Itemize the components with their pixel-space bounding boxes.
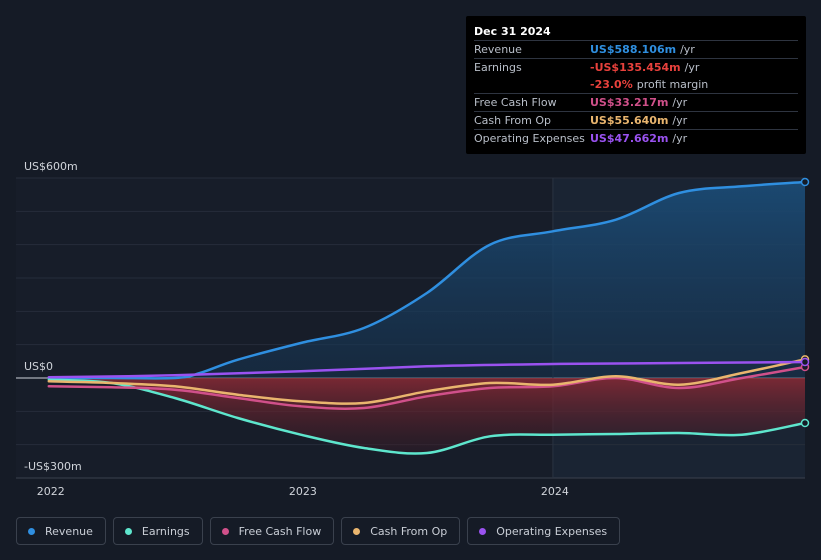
legend-item-cash-from-op[interactable]: Cash From Op xyxy=(341,517,461,545)
line-earnings xyxy=(47,378,807,455)
tooltip-panel: Dec 31 2024 Revenue US$588.106m/yr Earning… xyxy=(466,16,806,154)
tooltip-row: Operating Expenses US$47.662m/yr xyxy=(474,129,798,147)
line-revenue xyxy=(47,180,807,380)
tooltip-row-label: Free Cash Flow xyxy=(474,96,557,109)
tooltip-row-value: US$33.217m xyxy=(590,96,669,109)
x-tick-2023: 2023 xyxy=(289,485,317,498)
legend-item-revenue[interactable]: Revenue xyxy=(16,517,106,545)
y-label-bottom: -US$300m xyxy=(24,460,82,473)
tooltip-row-label: Revenue xyxy=(474,43,522,56)
end-dot-earnings[interactable] xyxy=(800,418,810,428)
line-cfo xyxy=(47,358,807,405)
tooltip-row-value: -US$135.454m xyxy=(590,61,681,74)
tooltip-row-unit: /yr xyxy=(684,61,700,74)
tooltip-row-unit: profit margin xyxy=(636,78,709,91)
legend-label: Free Cash Flow xyxy=(238,524,322,538)
legend-dot-icon xyxy=(28,527,35,535)
legend-dot-icon xyxy=(221,527,229,535)
area-revenue xyxy=(48,182,806,379)
tooltip-row: Earnings -US$135.454m/yr xyxy=(474,58,798,76)
tooltip-row: Free Cash Flow US$33.217m/yr xyxy=(474,93,798,111)
tooltip-row: -23.0% profit margin xyxy=(474,76,798,93)
tooltip-row: Revenue US$588.106m/yr xyxy=(474,40,798,58)
tooltip-row-unit: /yr xyxy=(672,114,688,127)
tooltip-row-label: Earnings xyxy=(474,61,522,74)
legend-item-operating-expenses[interactable]: Operating Expenses xyxy=(467,517,621,545)
legend-dot-icon xyxy=(124,527,132,535)
tooltip-row-unit: /yr xyxy=(672,96,688,109)
tooltip-row-value: US$588.106m xyxy=(590,43,677,56)
y-label-zero: US$0 xyxy=(24,360,53,373)
end-dot-opex[interactable] xyxy=(800,357,810,367)
legend-label: Cash From Op xyxy=(370,524,448,538)
tooltip-row-label: Operating Expenses xyxy=(474,132,585,145)
tooltip-row-unit: /yr xyxy=(680,43,695,56)
legend-item-free-cash-flow[interactable]: Free Cash Flow xyxy=(209,517,335,545)
legend-item-earnings[interactable]: Earnings xyxy=(112,517,203,545)
x-tick-2024: 2024 xyxy=(541,485,569,498)
tooltip-row-value: US$47.662m xyxy=(590,132,669,145)
chart-legend: Revenue Earnings Free Cash Flow Cash From O… xyxy=(16,517,627,545)
tooltip-row: Cash From Op US$55.640m/yr xyxy=(474,111,798,129)
tooltip-row-value: US$55.640m xyxy=(590,114,669,127)
legend-label: Operating Expenses xyxy=(496,524,608,538)
line-fcf xyxy=(47,365,807,410)
legend-label: Earnings xyxy=(141,524,190,538)
legend-dot-icon xyxy=(353,527,361,535)
tooltip-date: Dec 31 2024 xyxy=(474,25,551,38)
y-label-top: US$600m xyxy=(24,160,78,173)
tooltip-row-label xyxy=(474,76,590,93)
legend-label: Revenue xyxy=(45,524,93,538)
tooltip-row-value: -23.0% xyxy=(590,78,633,91)
line-opex xyxy=(47,360,807,379)
end-dot-revenue[interactable] xyxy=(800,177,810,187)
tooltip-row-label: Cash From Op xyxy=(474,114,552,127)
x-tick-2022: 2022 xyxy=(37,485,65,498)
tooltip-row-unit: /yr xyxy=(672,132,688,145)
legend-dot-icon xyxy=(479,527,487,535)
